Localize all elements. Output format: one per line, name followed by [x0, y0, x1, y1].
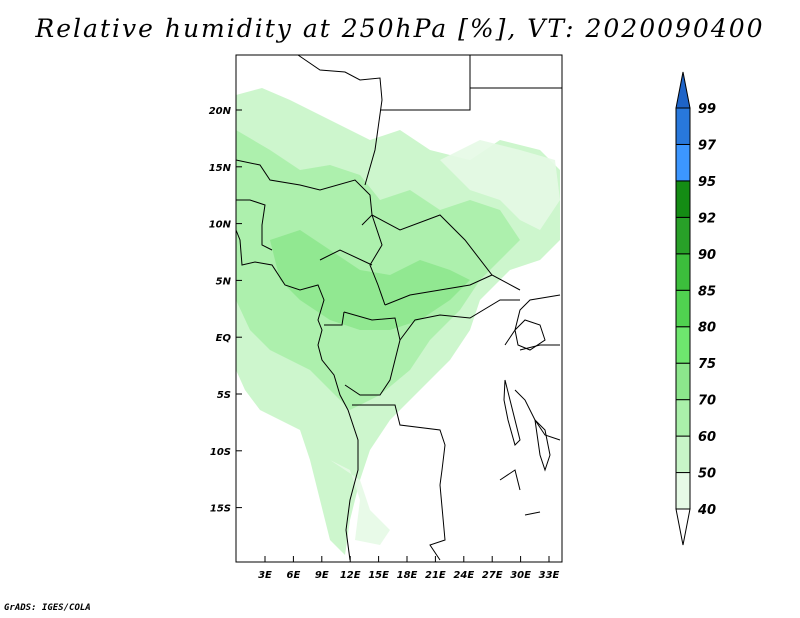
- lon-tick-label: 18E: [397, 570, 418, 581]
- lat-tick-label: 10N: [209, 220, 232, 231]
- lon-tick-label: 33E: [539, 570, 560, 581]
- grads-credit: GrADS: IGES/COLA: [4, 603, 91, 613]
- map-title: Relative humidity at 250hPa [%], VT: 202…: [35, 14, 765, 43]
- colorbar-segment: [675, 472, 691, 510]
- longitude-axis: 3E 6E 9E 12E 15E 18E 21E 24E 27E 30E 33E: [258, 556, 560, 581]
- country-borders: [235, 54, 562, 561]
- colorbar-label: 75: [698, 357, 716, 372]
- colorbar-segment: [675, 180, 691, 218]
- lon-tick-label: 15E: [368, 570, 389, 581]
- colorbar-segment: [675, 326, 691, 364]
- lat-tick-label: 15S: [210, 504, 231, 515]
- colorbar-max-arrow: [675, 71, 691, 109]
- colorbar-label: 99: [698, 102, 716, 117]
- humidity-shading: [236, 88, 560, 555]
- lon-tick-label: 27E: [482, 570, 503, 581]
- lon-tick-label: 3E: [258, 570, 272, 581]
- colorbar-segment: [675, 435, 691, 474]
- lat-tick-label: 10S: [210, 447, 231, 458]
- colorbar-segment: [675, 362, 691, 401]
- lat-tick-label: 20N: [209, 106, 232, 117]
- colorbar-segment: [675, 253, 691, 291]
- lat-tick-label: 5S: [217, 390, 231, 401]
- lon-tick-label: 30E: [510, 570, 531, 581]
- colorbar-segment: [675, 107, 691, 145]
- colorbar: 40 50 60 70 75 80 85 90 92 95 97 99: [675, 71, 717, 546]
- colorbar-label: 70: [698, 394, 716, 409]
- colorbar-min-arrow: [675, 508, 691, 546]
- colorbar-label: 90: [698, 248, 716, 263]
- lon-tick-label: 6E: [287, 570, 301, 581]
- map-frame: [235, 54, 563, 563]
- colorbar-segment: [675, 289, 691, 328]
- colorbar-label: 92: [698, 211, 716, 226]
- colorbar-label: 60: [698, 430, 716, 445]
- colorbar-segment: [675, 143, 691, 182]
- colorbar-label: 40: [697, 503, 716, 518]
- colorbar-label: 50: [698, 467, 716, 482]
- colorbar-label: 95: [698, 175, 716, 190]
- colorbar-segment: [675, 399, 691, 437]
- lat-tick-label: 5N: [216, 276, 232, 287]
- lat-tick-label: EQ: [216, 333, 232, 344]
- colorbar-label: 85: [698, 284, 716, 299]
- lon-tick-label: 21E: [425, 570, 446, 581]
- lakes: [503, 319, 551, 472]
- lon-tick-label: 12E: [340, 570, 361, 581]
- colorbar-segment: [675, 216, 691, 255]
- colorbar-label: 80: [698, 321, 716, 336]
- lon-tick-label: 9E: [315, 570, 329, 581]
- colorbar-label: 97: [698, 138, 717, 153]
- lon-tick-label: 24E: [453, 570, 474, 581]
- latitude-axis: 20N 15N 10N 5N EQ 5S 10S 15S: [209, 106, 242, 515]
- lat-tick-label: 15N: [209, 163, 232, 174]
